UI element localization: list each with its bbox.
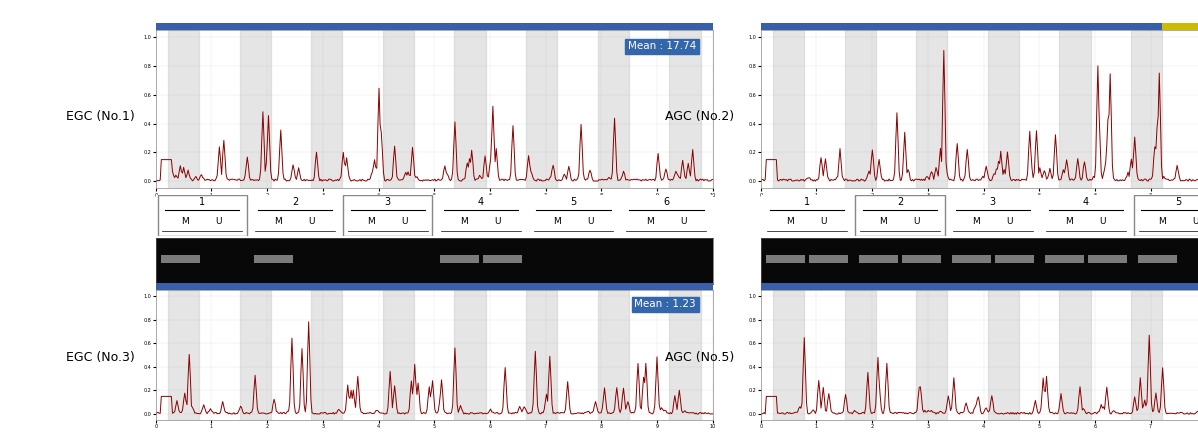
Bar bbox=[809, 255, 848, 263]
Text: U: U bbox=[216, 217, 222, 226]
Bar bbox=[526, 290, 557, 420]
Text: AGC (No.2): AGC (No.2) bbox=[665, 110, 734, 123]
Bar bbox=[240, 30, 271, 188]
Bar bbox=[916, 30, 948, 188]
Bar bbox=[1131, 290, 1162, 420]
Text: U: U bbox=[401, 217, 407, 226]
Bar bbox=[1138, 255, 1176, 263]
Bar bbox=[598, 290, 629, 420]
Text: U: U bbox=[1192, 217, 1198, 226]
Bar bbox=[311, 30, 343, 188]
Bar bbox=[845, 30, 876, 188]
Bar bbox=[1059, 30, 1090, 188]
Bar bbox=[670, 30, 701, 188]
Text: M: M bbox=[646, 217, 654, 226]
Bar bbox=[1135, 195, 1198, 236]
Bar bbox=[916, 290, 948, 420]
Text: 2: 2 bbox=[292, 197, 298, 207]
Bar bbox=[383, 290, 415, 420]
Bar bbox=[845, 290, 876, 420]
Text: 4: 4 bbox=[1083, 197, 1089, 207]
Bar bbox=[254, 255, 294, 263]
Bar bbox=[773, 290, 804, 420]
Bar bbox=[483, 255, 521, 263]
Bar bbox=[1045, 255, 1084, 263]
Text: M: M bbox=[182, 217, 189, 226]
Text: 3: 3 bbox=[990, 197, 996, 207]
Text: 1: 1 bbox=[199, 197, 205, 207]
Text: EGC (No.1): EGC (No.1) bbox=[66, 110, 134, 123]
Text: U: U bbox=[494, 217, 501, 226]
Bar bbox=[440, 255, 479, 263]
Text: M: M bbox=[274, 217, 283, 226]
Text: 6: 6 bbox=[664, 197, 670, 207]
Text: 5: 5 bbox=[570, 197, 576, 207]
Text: AGC (No.5): AGC (No.5) bbox=[665, 351, 734, 364]
Bar bbox=[952, 255, 991, 263]
Bar bbox=[859, 255, 898, 263]
Bar bbox=[1059, 290, 1090, 420]
Text: U: U bbox=[1099, 217, 1106, 226]
Text: M: M bbox=[879, 217, 888, 226]
Text: M: M bbox=[1065, 217, 1073, 226]
Bar bbox=[240, 290, 271, 420]
Bar bbox=[670, 290, 701, 420]
Text: Mean : 1.23: Mean : 1.23 bbox=[635, 299, 696, 309]
Text: M: M bbox=[368, 217, 375, 226]
Bar bbox=[526, 30, 557, 188]
Text: 1: 1 bbox=[804, 197, 810, 207]
Text: 5: 5 bbox=[1175, 197, 1181, 207]
Text: M: M bbox=[460, 217, 468, 226]
Text: M: M bbox=[553, 217, 561, 226]
Bar bbox=[311, 290, 343, 420]
Text: 3: 3 bbox=[385, 197, 391, 207]
Text: U: U bbox=[1006, 217, 1012, 226]
Bar bbox=[454, 290, 485, 420]
Text: M: M bbox=[973, 217, 980, 226]
Bar bbox=[158, 195, 247, 236]
Text: EGC (No.3): EGC (No.3) bbox=[66, 351, 134, 364]
Text: 4: 4 bbox=[478, 197, 484, 207]
Bar bbox=[162, 255, 200, 263]
Bar bbox=[1131, 30, 1162, 188]
Bar bbox=[988, 30, 1019, 188]
Bar bbox=[454, 30, 485, 188]
Text: U: U bbox=[679, 217, 686, 226]
Text: U: U bbox=[587, 217, 593, 226]
Bar bbox=[902, 255, 940, 263]
Bar bbox=[988, 290, 1019, 420]
Bar bbox=[598, 30, 629, 188]
Bar bbox=[767, 255, 805, 263]
Bar bbox=[994, 255, 1034, 263]
Text: U: U bbox=[821, 217, 827, 226]
Text: 2: 2 bbox=[897, 197, 903, 207]
Bar bbox=[1088, 255, 1126, 263]
Bar bbox=[168, 30, 199, 188]
Text: U: U bbox=[308, 217, 315, 226]
Bar bbox=[383, 30, 415, 188]
Bar bbox=[168, 290, 199, 420]
Text: U: U bbox=[913, 217, 920, 226]
Bar bbox=[855, 195, 944, 236]
Text: M: M bbox=[787, 217, 794, 226]
Text: Mean : 17.74: Mean : 17.74 bbox=[628, 42, 696, 52]
Text: M: M bbox=[1158, 217, 1166, 226]
Bar bbox=[773, 30, 804, 188]
Bar bbox=[344, 195, 432, 236]
